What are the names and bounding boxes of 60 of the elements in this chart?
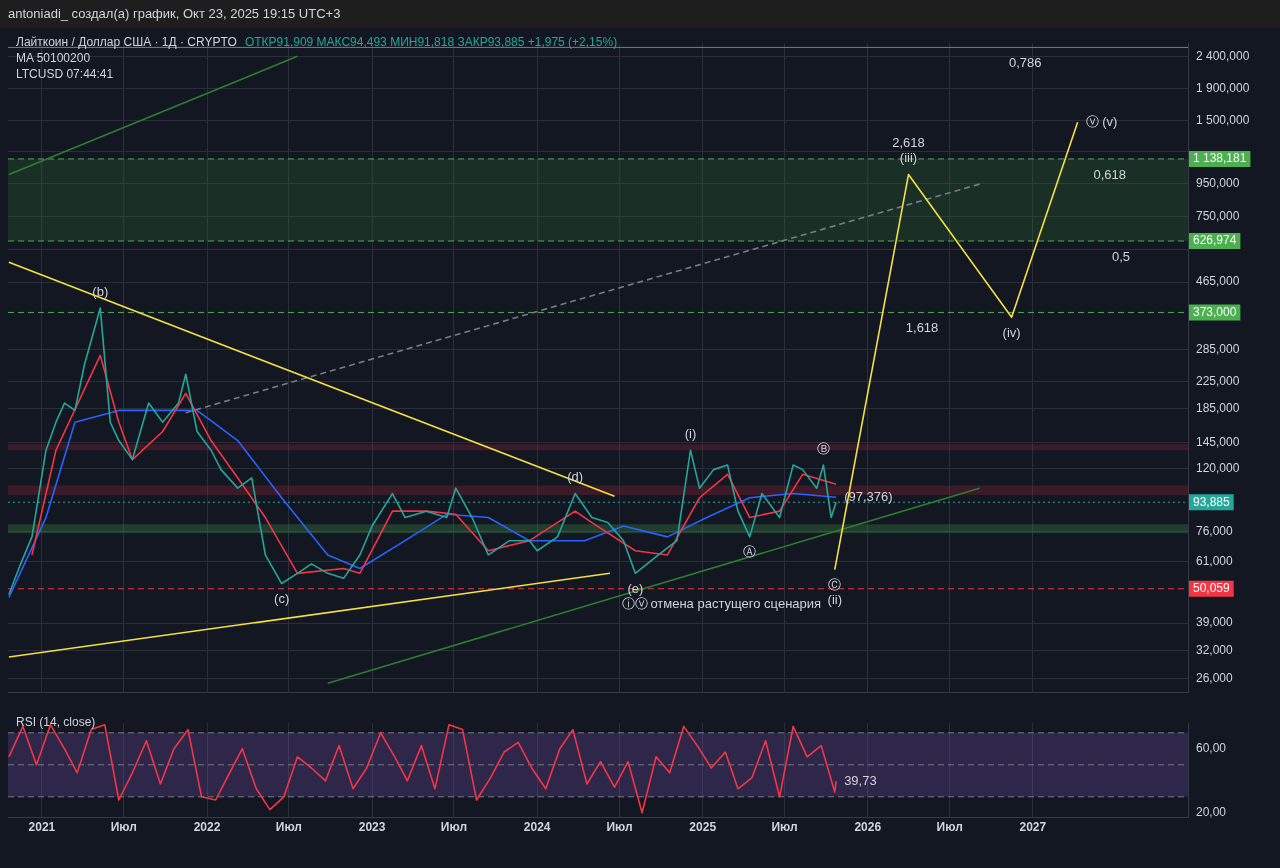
y-tick-label: 1 500,000 <box>1196 113 1250 128</box>
annotation: 1,618 <box>905 320 939 336</box>
annotation: ⓘⓥ <box>622 595 649 611</box>
y-tick-label: 61,000 <box>1196 553 1234 568</box>
y-tick-label: 20,00 <box>1196 805 1227 820</box>
annotation: (d) <box>567 469 584 485</box>
y-tick-label: 950,000 <box>1196 176 1240 191</box>
x-tick-label: 2021 <box>28 820 56 835</box>
annotation: MA 50100200 <box>16 50 92 66</box>
x-tick-label: Июл <box>606 820 633 835</box>
y-tick-label: 465,000 <box>1196 274 1240 289</box>
chart-subtitle: ОТКР91,909 МАКС94,493 МИН91,818 ЗАКР93,885 +1,975 (+2,15%) <box>244 35 618 49</box>
annotation: 2,618 <box>892 135 925 151</box>
y-tick-label: 39,000 <box>1196 615 1234 630</box>
ref-line-label: 50,059 <box>1193 581 1231 596</box>
x-tick-label: 2025 <box>689 820 717 835</box>
ref-line-label: 93,885 <box>1193 494 1231 509</box>
annotation: Ⓐ <box>743 544 757 560</box>
x-tick-label: Июл <box>440 820 468 835</box>
x-tick-label: 2024 <box>523 820 551 835</box>
annotation: 0,786 <box>1008 55 1042 71</box>
y-tick-label: 225,000 <box>1196 374 1240 389</box>
x-tick-label: Июл <box>275 820 302 835</box>
ref-line-label: 373,000 <box>1193 304 1237 319</box>
annotation: (ii) <box>827 592 842 608</box>
annotation: отмена растущего сценария <box>650 596 822 612</box>
y-tick-label: 2 400,000 <box>1196 48 1250 63</box>
y-tick-label: 26,000 <box>1196 671 1234 686</box>
x-tick-label: 2027 <box>1019 820 1047 835</box>
x-tick-label: Июл <box>771 820 798 835</box>
annotation: LTCUSD 07:44:41 <box>16 66 115 82</box>
annotation: (i) <box>684 425 697 441</box>
annotation: 0,5 <box>1112 248 1131 264</box>
y-tick-label: 750,000 <box>1196 208 1240 223</box>
annotation: Ⓑ <box>816 440 830 456</box>
x-tick-label: Июл <box>936 820 963 835</box>
annotation: 0,618 <box>1093 166 1127 182</box>
y-tick-label: 185,000 <box>1196 401 1240 416</box>
annotation: ⓥ (v) <box>1085 113 1118 129</box>
y-tick-label: 285,000 <box>1196 341 1240 356</box>
y-tick-label: 1 900,000 <box>1196 80 1250 95</box>
chart-title: RSI (14, close) <box>16 715 96 729</box>
annotation: (iii) <box>899 150 918 166</box>
annotation: 39,73 <box>844 772 877 788</box>
y-tick-label: 76,000 <box>1196 523 1234 538</box>
annotation: (b) <box>92 283 109 299</box>
ref-line-label: 1 138,181 <box>1193 151 1247 166</box>
x-tick-label: 2026 <box>854 820 882 835</box>
chart-title: Лайткоин / Доллар США · 1Д · CRYPTO <box>16 35 237 49</box>
x-tick-label: Июл <box>110 820 137 835</box>
annotation: (iv) <box>1002 324 1021 340</box>
text: antoniadi_ создал(а) график, Окт 23, 2025 19:15 UTC+3 <box>8 6 341 21</box>
x-tick-label: 2022 <box>193 820 221 835</box>
y-tick-label: 120,000 <box>1196 460 1240 475</box>
y-tick-label: 145,000 <box>1196 434 1240 449</box>
y-tick-label: 32,000 <box>1196 642 1234 657</box>
ref-line-label: 626,974 <box>1193 233 1237 248</box>
x-tick-label: 2023 <box>358 820 386 835</box>
y-tick-label: 60,00 <box>1196 741 1227 756</box>
annotation: (c) <box>274 591 290 607</box>
